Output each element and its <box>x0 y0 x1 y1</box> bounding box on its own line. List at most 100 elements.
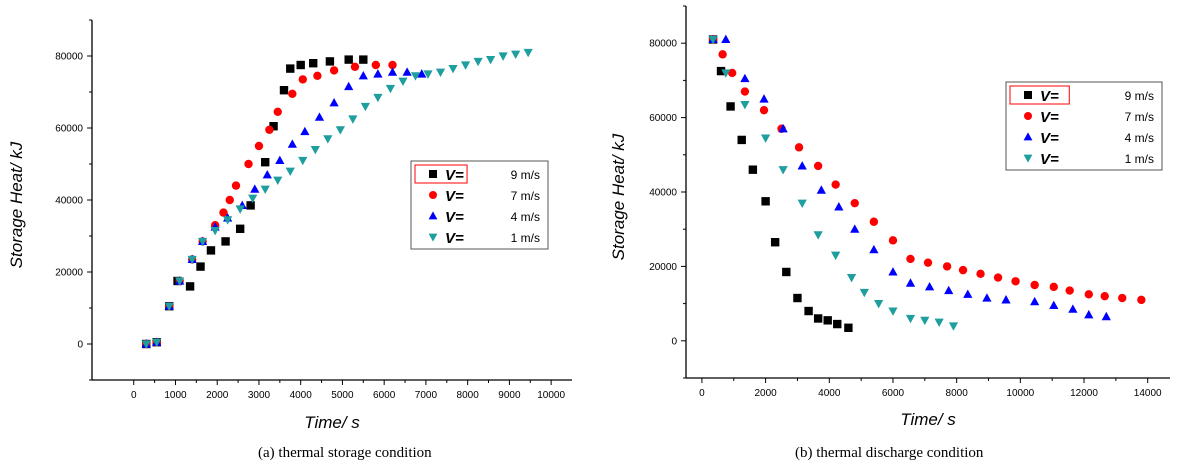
data-point <box>223 216 233 225</box>
data-point <box>225 195 234 205</box>
data-point <box>298 156 308 166</box>
data-point <box>402 67 412 76</box>
legend-label: 1 m/s <box>511 231 540 245</box>
legend-highlight-box <box>1009 85 1070 105</box>
data-point <box>804 306 813 316</box>
data-point <box>235 224 245 233</box>
legend-marker <box>429 191 437 199</box>
data-point <box>423 70 433 79</box>
data-point <box>1011 277 1020 286</box>
data-point <box>187 255 197 265</box>
data-point <box>888 307 898 316</box>
data-point <box>279 86 289 95</box>
data-point <box>708 35 718 45</box>
data-point <box>250 184 260 193</box>
legend-label: 9 m/s <box>1125 89 1154 103</box>
figure: 0 1000 2000 3000 4000 5000 6000 7000 8000 9000 100… <box>7 5 1170 432</box>
data-point <box>310 146 320 155</box>
data-point <box>831 180 840 189</box>
data-point <box>417 69 427 78</box>
data-point <box>794 143 804 152</box>
caption-thermal-discharge: (b) thermal discharge condition <box>795 445 984 461</box>
data-point <box>797 161 807 170</box>
legend-marker <box>1023 154 1033 163</box>
data-point <box>385 84 396 94</box>
data-point <box>1030 296 1040 306</box>
y-tick-label: 0 <box>671 336 677 347</box>
data-point <box>958 265 968 275</box>
data-point <box>288 89 297 99</box>
data-point <box>920 316 930 326</box>
data-point <box>196 262 205 271</box>
data-point <box>778 166 788 175</box>
data-point <box>185 282 195 291</box>
data-point <box>254 141 264 151</box>
data-point <box>1137 295 1146 305</box>
data-point <box>948 322 959 331</box>
data-point <box>778 123 788 133</box>
data-point <box>398 77 408 87</box>
series-4-m-s <box>141 67 427 348</box>
legend-label: 4 m/s <box>1125 131 1154 145</box>
x-tick-label: 4000 <box>818 388 841 399</box>
legend-marker <box>428 233 438 242</box>
data-point <box>523 48 533 58</box>
legend-marker <box>428 211 438 220</box>
data-point <box>944 285 954 295</box>
x-tick-label: 1000 <box>164 390 187 401</box>
x-tick-label: 5000 <box>331 390 354 401</box>
data-point <box>262 169 272 179</box>
legend-label-prefix: V= <box>1040 88 1059 105</box>
data-point <box>859 288 869 298</box>
x-tick-label: 2000 <box>754 388 777 399</box>
caption-thermal-storage: (a) thermal storage condition <box>258 445 432 461</box>
data-point <box>152 338 162 348</box>
y-tick-label: 80000 <box>649 39 677 50</box>
data-point <box>761 197 770 206</box>
data-point <box>344 81 354 91</box>
x-axis-label: Time/ s <box>900 410 956 429</box>
data-point <box>248 194 258 204</box>
data-point <box>206 246 216 255</box>
data-point <box>905 278 916 287</box>
data-point <box>906 254 915 264</box>
chart-thermal-discharge: 0 2000 4000 6000 8000 10000 12000 14000 0 20000 40… <box>609 5 1170 429</box>
data-point <box>435 68 446 78</box>
legend-marker <box>1023 132 1033 141</box>
data-point <box>325 57 335 66</box>
x-tick-label: 14000 <box>1134 388 1162 399</box>
legend-label-prefix: V= <box>445 167 464 184</box>
data-point <box>273 176 283 186</box>
data-point <box>244 159 253 169</box>
data-point <box>850 224 860 233</box>
data-point <box>323 135 333 144</box>
x-tick-label: 9000 <box>498 390 521 401</box>
data-point <box>721 34 731 44</box>
data-point <box>287 139 297 148</box>
data-point <box>371 60 381 70</box>
data-point <box>793 293 802 303</box>
data-point <box>1030 280 1039 290</box>
data-point <box>329 66 339 75</box>
legend-label-prefix: V= <box>445 188 464 205</box>
data-point <box>888 267 898 276</box>
data-point <box>748 165 758 174</box>
data-point <box>275 155 285 164</box>
legend: V= 9 m/s V= 7 m/s V= 4 m/s V= 1 m/s <box>410 160 549 250</box>
data-point <box>360 102 371 112</box>
data-point <box>358 70 368 80</box>
data-point <box>718 50 727 59</box>
x-tick-label: 6000 <box>373 390 396 401</box>
y-axis-label: Storage Heat/ kJ <box>609 133 628 260</box>
x-tick-label: 12000 <box>1070 388 1098 399</box>
data-point <box>175 277 185 286</box>
data-point <box>296 60 305 70</box>
data-point <box>373 93 383 103</box>
data-point <box>388 60 397 70</box>
data-point <box>782 267 791 277</box>
x-tick-label: 10000 <box>537 390 565 401</box>
data-point <box>246 201 255 210</box>
x-tick-label: 7000 <box>415 390 438 401</box>
data-point <box>373 69 383 78</box>
x-tick-label: 0 <box>131 390 137 401</box>
